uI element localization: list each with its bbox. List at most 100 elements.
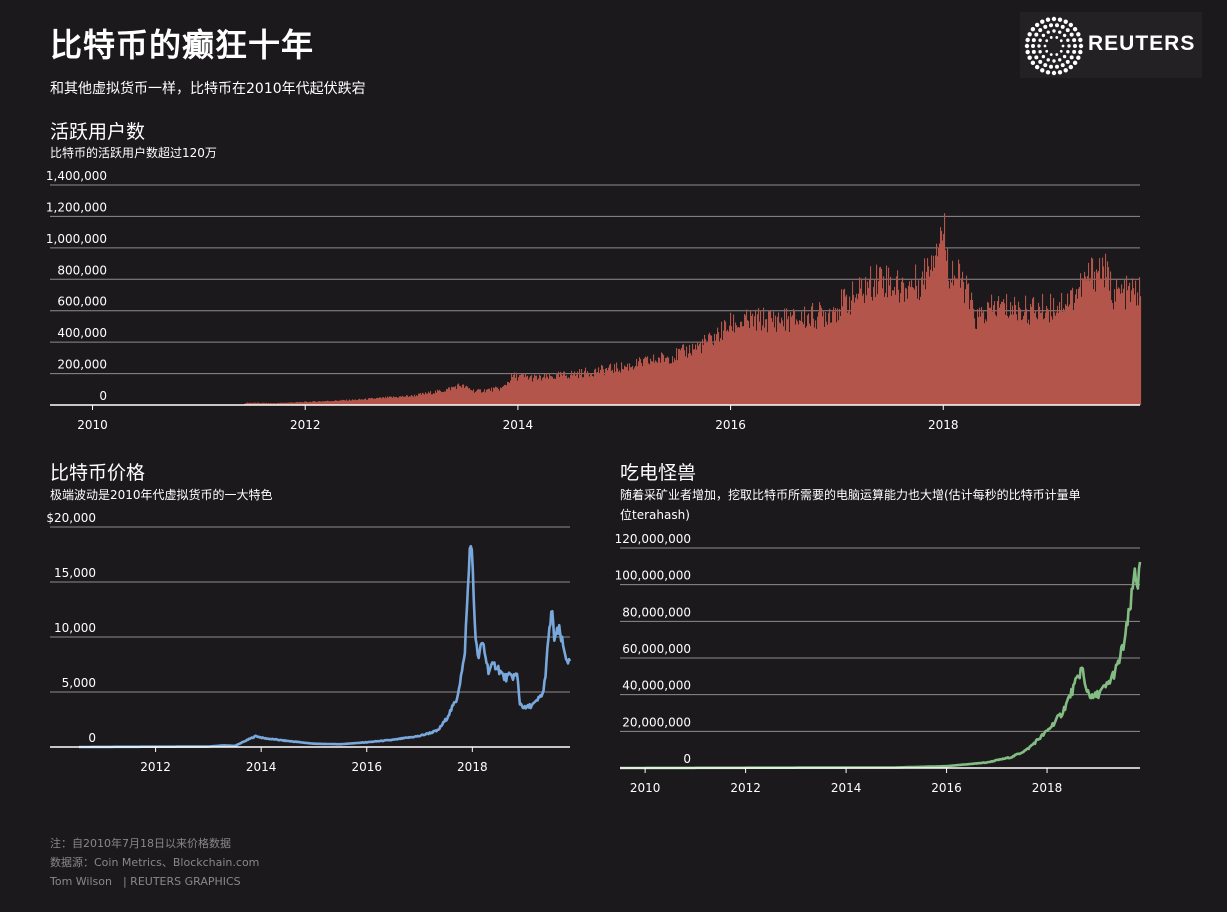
users-bar bbox=[743, 326, 745, 405]
users-bar bbox=[509, 382, 511, 405]
users-bar bbox=[1020, 309, 1022, 405]
users-bar bbox=[725, 321, 727, 405]
users-bar bbox=[333, 401, 335, 405]
users-bar bbox=[410, 396, 412, 405]
users-y-tick-label: 1,000,000 bbox=[46, 232, 107, 246]
users-bar bbox=[484, 389, 486, 405]
users-bar bbox=[689, 344, 691, 405]
users-bar bbox=[699, 343, 701, 405]
users-bar bbox=[726, 331, 728, 405]
users-bar bbox=[358, 399, 360, 405]
users-bar bbox=[559, 377, 561, 405]
users-bar bbox=[1058, 312, 1060, 405]
users-bar bbox=[829, 308, 831, 405]
users-bar bbox=[1075, 294, 1077, 405]
users-bar bbox=[771, 318, 773, 405]
users-bar bbox=[1089, 280, 1091, 405]
users-bar bbox=[379, 397, 381, 405]
users-bar bbox=[417, 396, 419, 405]
users-bar bbox=[786, 308, 788, 405]
users-bar bbox=[982, 312, 984, 405]
users-bar bbox=[573, 374, 575, 405]
users-bar bbox=[467, 386, 469, 405]
logo-dot bbox=[1078, 49, 1083, 55]
users-bar bbox=[1112, 303, 1114, 405]
users-bar bbox=[953, 285, 955, 405]
users-bar bbox=[868, 287, 870, 405]
users-bar bbox=[521, 374, 523, 405]
users-bar bbox=[678, 349, 680, 405]
users-bar bbox=[775, 315, 777, 405]
users-bar bbox=[670, 363, 672, 405]
logo-dot bbox=[1065, 28, 1070, 33]
users-bar bbox=[1000, 304, 1002, 405]
users-bar bbox=[432, 394, 434, 405]
users-bar bbox=[1133, 288, 1135, 405]
users-bar bbox=[334, 400, 336, 405]
users-bar bbox=[908, 285, 910, 405]
users-bar bbox=[736, 325, 738, 405]
users-bar bbox=[344, 400, 346, 405]
logo-dot bbox=[1060, 24, 1065, 29]
users-bar bbox=[857, 299, 859, 405]
users-bar bbox=[779, 322, 781, 405]
users-bar bbox=[822, 316, 824, 405]
footer-note: 注：自2010年7月18日以来价格数据 bbox=[50, 837, 231, 850]
users-bar bbox=[1047, 308, 1049, 405]
users-bar bbox=[1116, 278, 1118, 405]
users-bar bbox=[788, 316, 790, 405]
users-bar bbox=[398, 397, 400, 405]
users-bar bbox=[730, 312, 732, 405]
users-bar bbox=[572, 375, 574, 405]
users-bar bbox=[556, 373, 558, 405]
users-bar bbox=[476, 390, 478, 405]
users-bar bbox=[416, 395, 418, 405]
users-bar bbox=[447, 389, 449, 405]
users-bar bbox=[430, 391, 432, 405]
users-bar bbox=[582, 377, 584, 405]
users-bar bbox=[404, 396, 406, 405]
users-bar bbox=[1084, 271, 1086, 405]
users-bar bbox=[514, 372, 516, 405]
users-bar bbox=[488, 388, 490, 405]
users-bar bbox=[700, 341, 702, 405]
users-x-tick-label: 2018 bbox=[928, 418, 959, 432]
logo-dot bbox=[1046, 58, 1050, 62]
logo-dot bbox=[1031, 44, 1035, 48]
users-bar bbox=[685, 356, 687, 405]
users-bar bbox=[1055, 315, 1057, 405]
users-bar bbox=[933, 255, 935, 405]
users-bar bbox=[1028, 319, 1030, 405]
users-bar bbox=[335, 400, 337, 405]
users-bar bbox=[625, 366, 627, 405]
users-bar bbox=[772, 321, 774, 405]
users-bar bbox=[636, 358, 638, 405]
users-bar bbox=[1031, 306, 1033, 405]
users-bar bbox=[481, 392, 483, 405]
users-bar bbox=[927, 258, 929, 405]
users-bar bbox=[1024, 312, 1026, 405]
users-bar bbox=[762, 325, 764, 405]
users-bar bbox=[919, 300, 921, 405]
users-bar bbox=[1022, 319, 1024, 405]
users-bar bbox=[846, 294, 848, 405]
users-bar bbox=[372, 398, 374, 405]
users-bar bbox=[251, 403, 253, 405]
users-bar bbox=[704, 334, 706, 405]
hashrate-x-tick-label: 2012 bbox=[730, 781, 761, 795]
users-bar bbox=[873, 287, 875, 405]
users-bar bbox=[496, 387, 498, 405]
users-bar bbox=[313, 401, 315, 405]
logo-dot bbox=[1066, 38, 1070, 42]
price-y-tick-label: 15,000 bbox=[54, 566, 96, 580]
users-bar bbox=[383, 397, 385, 405]
users-bar bbox=[309, 401, 311, 405]
users-bar bbox=[522, 373, 524, 405]
users-bar bbox=[371, 397, 373, 405]
logo-dot bbox=[1030, 60, 1036, 66]
users-bar bbox=[546, 373, 548, 405]
users-bar bbox=[632, 365, 634, 405]
users-bar bbox=[672, 356, 674, 405]
users-bar bbox=[896, 276, 898, 405]
users-bar bbox=[618, 371, 620, 405]
